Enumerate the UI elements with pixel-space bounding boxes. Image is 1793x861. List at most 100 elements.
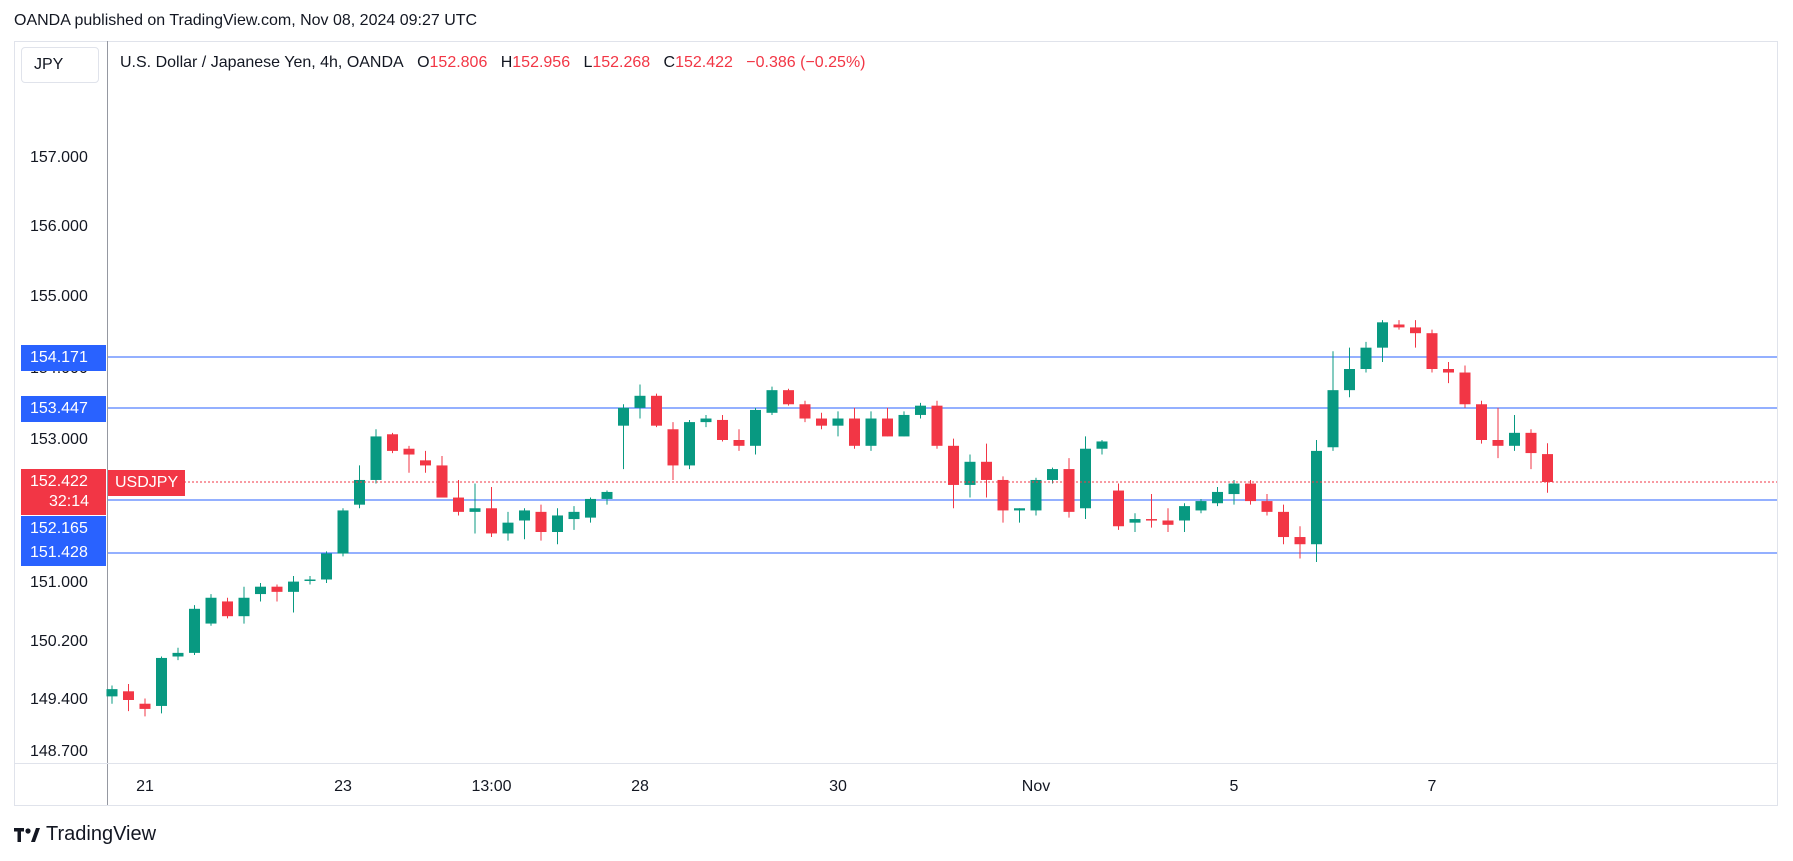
- candle-body: [948, 445, 959, 485]
- candle-body: [601, 491, 613, 499]
- candle-body: [1146, 519, 1157, 521]
- candle: [799, 400, 811, 423]
- x-tick-label: 21: [136, 778, 154, 795]
- candle: [964, 454, 976, 498]
- candle-body: [552, 515, 563, 533]
- candle: [502, 511, 514, 541]
- candle-body: [1080, 448, 1091, 509]
- candle-body: [519, 510, 530, 521]
- candle: [1327, 351, 1339, 451]
- candle-body: [865, 418, 877, 446]
- candle: [997, 476, 1009, 523]
- x-tick-label: 28: [631, 778, 649, 795]
- x-tick-label: Nov: [1021, 778, 1051, 795]
- candle-body: [436, 465, 448, 498]
- candle-body: [1212, 491, 1223, 504]
- candle-body: [139, 703, 151, 709]
- candle-body: [618, 407, 629, 426]
- candle-body: [1096, 441, 1108, 449]
- candle: [667, 422, 679, 480]
- legend-close: 152.422: [675, 54, 733, 71]
- candle: [1228, 479, 1240, 505]
- candle-body: [1426, 333, 1438, 369]
- y-tick-label: 157.000: [30, 149, 88, 166]
- candle-body: [931, 405, 943, 446]
- candle-body: [634, 395, 646, 408]
- candle: [1179, 503, 1190, 533]
- candle: [189, 605, 200, 656]
- candle: [106, 685, 118, 704]
- legend-close-label: C: [663, 54, 676, 71]
- candle: [453, 479, 464, 516]
- candle-body: [156, 657, 167, 706]
- level-tag-2: 153.447: [21, 396, 106, 422]
- y-tick-label: 151.000: [30, 574, 88, 591]
- candle: [370, 429, 382, 484]
- candle: [1492, 407, 1504, 459]
- candle: [172, 647, 184, 661]
- candle-body: [370, 436, 382, 480]
- candle: [1195, 498, 1207, 514]
- candle: [750, 407, 761, 455]
- candle-body: [1245, 483, 1256, 502]
- candle-body: [1360, 347, 1372, 369]
- candle: [915, 402, 926, 419]
- currency-selector[interactable]: JPY: [21, 47, 99, 83]
- candle-body: [420, 460, 431, 466]
- candle: [585, 497, 596, 523]
- candle: [1014, 508, 1025, 523]
- price-axis-divider: [107, 41, 108, 805]
- candle-body: [882, 418, 893, 437]
- y-tick-label: 156.000: [30, 218, 88, 235]
- candle: [1278, 504, 1289, 545]
- candle: [1294, 526, 1306, 559]
- candle: [156, 656, 167, 714]
- candle-body: [799, 404, 811, 419]
- candle-body: [733, 440, 745, 446]
- symbol-legend[interactable]: U.S. Dollar / Japanese Yen, 4h, OANDA O1…: [120, 54, 866, 72]
- candle-body: [1327, 390, 1339, 448]
- tradingview-logo-icon: [14, 827, 40, 842]
- y-tick-label: 155.000: [30, 288, 88, 305]
- candle-body: [1195, 501, 1207, 511]
- candle: [651, 393, 662, 428]
- footer-brand[interactable]: TradingView: [14, 823, 156, 846]
- candle: [403, 445, 415, 473]
- candle-body: [486, 508, 497, 534]
- candle: [832, 411, 844, 437]
- candle-body: [172, 652, 184, 657]
- candle-body: [288, 581, 299, 592]
- candle: [535, 504, 547, 541]
- published-header: OANDA published on TradingView.com, Nov …: [14, 12, 478, 29]
- candle: [337, 508, 349, 557]
- legend-high: 152.956: [512, 54, 571, 71]
- candle: [321, 551, 332, 583]
- candle: [931, 400, 943, 449]
- candle-body: [123, 691, 134, 700]
- x-tick-label: 23: [334, 778, 352, 795]
- candle-body: [981, 461, 992, 480]
- candle: [1542, 443, 1553, 493]
- candle: [1245, 479, 1256, 505]
- candle-body: [387, 434, 398, 451]
- candle: [898, 411, 910, 437]
- candle-body: [1492, 440, 1504, 446]
- candle: [634, 384, 646, 419]
- candle: [981, 443, 992, 498]
- candle-body: [964, 461, 976, 485]
- candle-body: [1393, 324, 1405, 328]
- candle: [486, 487, 497, 538]
- candle-body: [1311, 450, 1322, 545]
- x-tick-label: 13:00: [471, 778, 512, 795]
- candle-body: [700, 418, 712, 423]
- symbol-price-label: USDJPY: [108, 470, 186, 496]
- candle: [1476, 400, 1487, 444]
- candle: [1377, 320, 1388, 362]
- candle-body: [1261, 501, 1273, 512]
- candle: [436, 455, 448, 498]
- candle: [733, 429, 745, 451]
- candle-body: [1113, 490, 1124, 527]
- candle: [1393, 320, 1405, 330]
- legend-title: U.S. Dollar / Japanese Yen, 4h, OANDA: [120, 54, 404, 71]
